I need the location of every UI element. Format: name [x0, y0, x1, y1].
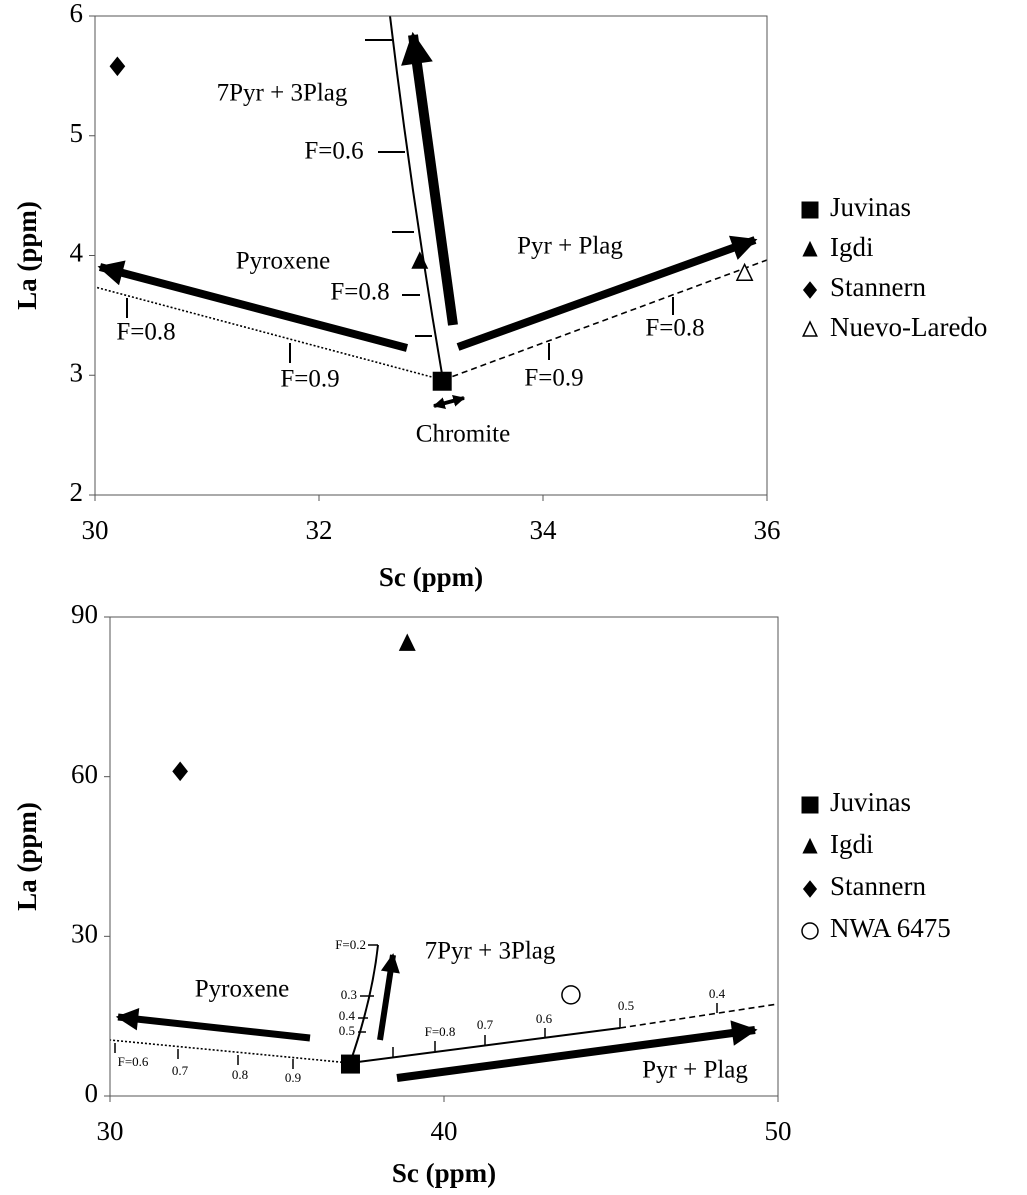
annotation: F=0.6	[118, 1054, 149, 1069]
x-tick-label: 32	[306, 515, 333, 545]
annotation: Pyr + Plag	[642, 1057, 748, 1084]
curves	[109, 944, 779, 1082]
annotation: F=0.9	[280, 366, 339, 393]
annotation: Pyroxene	[195, 976, 289, 1003]
y-tick-label: 4	[70, 238, 84, 268]
annotation: 0.6	[536, 1011, 553, 1026]
legend-marker	[802, 281, 818, 299]
y-tick-label: 5	[70, 118, 84, 148]
legend-label: Juvinas	[830, 787, 911, 817]
annotation: F=0.6	[304, 138, 363, 165]
legend-label: Igdi	[830, 232, 874, 262]
legend-label: NWA 6475	[830, 913, 951, 943]
y-tick-label: 3	[70, 357, 84, 387]
annotation: Chromite	[416, 421, 510, 448]
point	[432, 371, 452, 391]
point	[109, 56, 126, 77]
x-axis-label: Sc (ppm)	[379, 562, 483, 592]
curves	[94, 15, 768, 410]
annotation: F=0.8	[645, 315, 704, 342]
x-tick-label: 30	[82, 515, 109, 545]
point	[340, 1054, 360, 1074]
y-tick-label: 2	[70, 477, 84, 507]
legend-marker	[802, 837, 818, 854]
y-tick-label: 6	[70, 0, 84, 28]
annotation: 7Pyr + 3Plag	[425, 938, 556, 965]
point	[411, 251, 429, 269]
annotation: 0.4	[339, 1008, 356, 1023]
legend-marker	[801, 922, 819, 940]
annotation: 0.9	[285, 1070, 301, 1085]
x-tick-label: 50	[765, 1116, 792, 1146]
annotation: Pyr + Plag	[517, 233, 623, 260]
x-axis-label: Sc (ppm)	[392, 1158, 496, 1188]
y-tick-label: 0	[85, 1078, 99, 1108]
annotation: Pyroxene	[236, 248, 330, 275]
point	[735, 262, 754, 281]
legend-label: Igdi	[830, 829, 874, 859]
annotation: 0.3	[341, 987, 357, 1002]
legend-marker	[801, 796, 819, 814]
point	[561, 985, 581, 1005]
legend-label: Nuevo-Laredo	[830, 312, 987, 342]
x-tick-label: 40	[431, 1116, 458, 1146]
annotation: 0.4	[709, 986, 726, 1001]
annotation: F=0.8	[425, 1024, 456, 1039]
point	[172, 761, 188, 782]
legend-label: Stannern	[830, 272, 926, 302]
legend-marker	[802, 320, 818, 337]
legend-marker	[802, 240, 818, 257]
x-tick-label: 30	[97, 1116, 124, 1146]
annotation: 0.7	[477, 1017, 494, 1032]
annotation: F=0.8	[330, 279, 389, 306]
annotation: 0.7	[172, 1063, 189, 1078]
y-tick-label: 90	[71, 599, 98, 629]
x-tick-label: 36	[754, 515, 781, 545]
annotation: 0.5	[339, 1023, 355, 1038]
y-tick-label: 60	[71, 759, 98, 789]
annotation: F=0.8	[116, 319, 175, 346]
annotation: 0.8	[232, 1067, 248, 1082]
point	[398, 633, 416, 651]
annotation: F=0.9	[524, 365, 583, 392]
legend-label: Stannern	[830, 871, 926, 901]
x-tick-label: 34	[530, 515, 558, 545]
annotation: F=0.2	[335, 937, 366, 952]
y-tick-label: 30	[71, 919, 98, 949]
annotation: 0.5	[618, 998, 634, 1013]
legend-label: Juvinas	[830, 192, 911, 222]
legend-marker	[801, 201, 819, 219]
y-axis-label: La (ppm)	[12, 802, 42, 911]
y-axis-label: La (ppm)	[12, 201, 42, 310]
legend-marker	[802, 880, 818, 898]
annotation: 7Pyr + 3Plag	[217, 80, 348, 107]
